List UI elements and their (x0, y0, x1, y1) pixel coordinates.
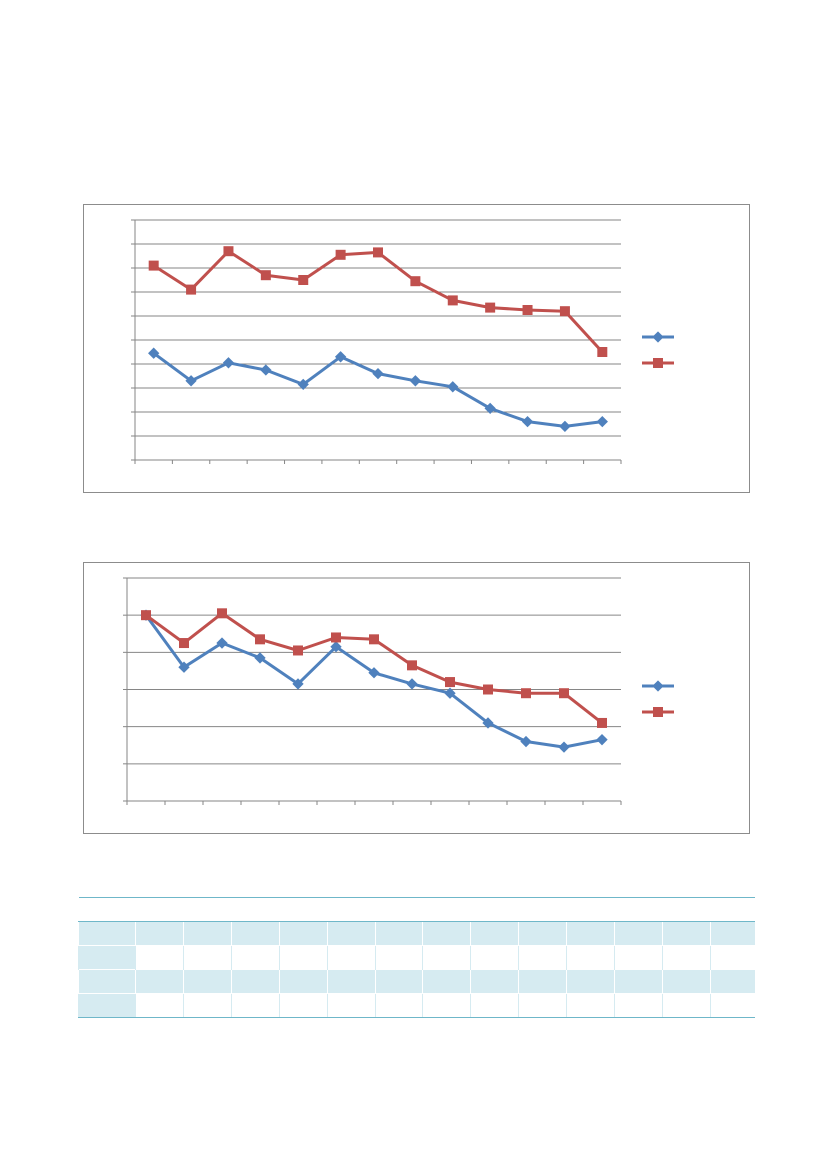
series-2-point (597, 717, 607, 728)
chart-2-plot (123, 577, 622, 805)
series-2-point (148, 260, 159, 271)
series-2-point (298, 275, 309, 285)
series-2-point (255, 634, 265, 645)
series-2-point (141, 610, 151, 621)
legend-entry-series-2 (640, 356, 730, 370)
chart-1-plot (131, 219, 622, 464)
series-1-point (409, 375, 422, 387)
series-1-point (596, 415, 608, 428)
series-1-point (444, 687, 456, 699)
table-row (78, 921, 755, 946)
series-2-point (217, 608, 227, 619)
legend-entry-series-1 (640, 330, 730, 344)
series-2-point (331, 632, 341, 643)
table-header-cell (662, 897, 711, 922)
table-row (78, 945, 755, 970)
table-header-cell (375, 897, 423, 922)
series-1-point (148, 347, 160, 359)
series-1-point (558, 741, 570, 753)
table-header-cell (78, 897, 136, 922)
table-header-cell (327, 897, 376, 922)
series-1-point (596, 734, 608, 746)
series-1-point (260, 364, 272, 376)
series-2-point (369, 634, 379, 645)
series-2-point (447, 295, 458, 306)
table-header-cell (614, 897, 663, 922)
series-2-point (260, 270, 271, 281)
series-1-point (222, 357, 235, 369)
series-1-point (334, 351, 347, 363)
series-2-point (522, 305, 533, 315)
table-header-cell (566, 897, 615, 922)
series-2-point (410, 276, 421, 287)
series-1-point (484, 402, 496, 415)
series-1-point (559, 420, 571, 433)
table-header-cell (279, 897, 328, 922)
series-2-point (559, 306, 570, 317)
series-1-point (520, 735, 532, 748)
series-1-point (372, 367, 384, 380)
data-table (78, 897, 755, 1018)
series-1-point (447, 381, 459, 393)
series-1-point (521, 415, 534, 428)
table-header-cell (231, 897, 280, 922)
table-header-row (78, 897, 755, 922)
series-2-point (521, 688, 531, 699)
series-2-point (335, 249, 346, 260)
series-2-point (483, 684, 493, 695)
legend-entry-series-2 (640, 705, 730, 719)
table-row (78, 993, 755, 1018)
series-1-point (406, 678, 418, 690)
table-header-cell (710, 897, 755, 922)
chart-1 (83, 204, 750, 493)
series-2-point (179, 638, 189, 649)
table-header-cell (470, 897, 519, 922)
series-1-point (185, 375, 197, 387)
series-1-point (297, 378, 309, 391)
table-header-cell (135, 897, 184, 922)
series-2-point (186, 284, 197, 295)
table-row (78, 969, 755, 994)
series-2-point (293, 645, 303, 656)
legend-entry-series-1 (640, 679, 730, 693)
table-header-cell (183, 897, 232, 922)
series-2-point (485, 302, 496, 313)
series-2-line (152, 249, 604, 354)
series-2-point (597, 347, 608, 357)
series-2-point (407, 660, 417, 671)
table-header-cell (518, 897, 567, 922)
series-2-point (445, 677, 455, 688)
series-1-point (330, 641, 342, 653)
series-2-point (223, 246, 234, 257)
series-2-point (559, 688, 569, 699)
chart-2 (83, 562, 750, 834)
table-header-cell (422, 897, 471, 922)
series-2-point (373, 247, 383, 258)
